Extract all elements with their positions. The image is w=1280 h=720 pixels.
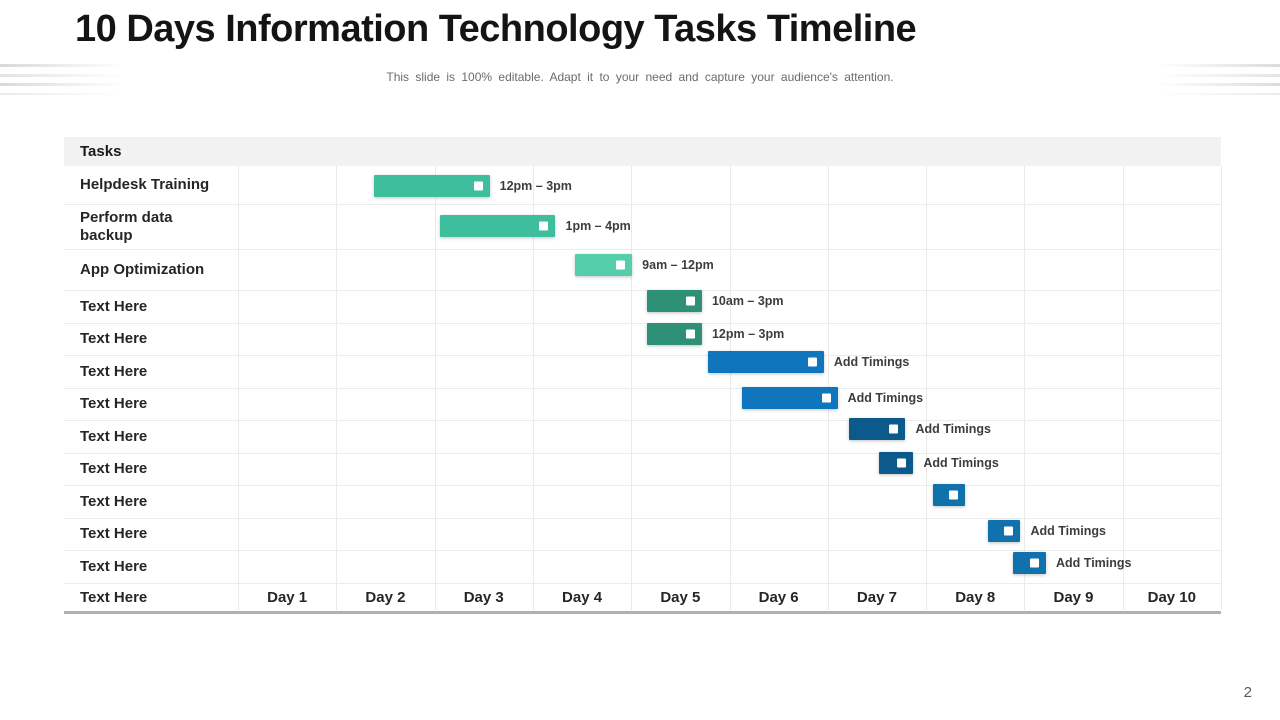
gantt-bar <box>1012 552 1047 575</box>
grid-line-vertical <box>1221 166 1222 610</box>
gantt-task-row: Text Here <box>64 389 1221 421</box>
task-label: Text Here <box>80 557 148 575</box>
task-label: Text Here <box>80 525 148 543</box>
axis-day-label: Day 9 <box>1053 588 1094 606</box>
axis-day-label: Day 10 <box>1147 588 1196 606</box>
axis-day-label: Day 3 <box>463 588 504 606</box>
slide-subtitle: This slide is 100% editable. Adapt it to… <box>386 70 894 84</box>
bar-time-label: Add Timings <box>833 355 910 370</box>
gantt-bar <box>878 451 914 474</box>
axis-day-label: Day 2 <box>365 588 406 606</box>
tasks-column-header: Tasks <box>80 143 122 160</box>
task-label: Text Here <box>80 427 148 445</box>
gantt-task-row: Text Here <box>64 519 1221 551</box>
axis-day-label: Day 6 <box>758 588 799 606</box>
gantt-bar <box>373 174 490 197</box>
gantt-header-row: Tasks <box>64 137 1221 166</box>
task-label: Text Here <box>80 330 148 348</box>
bar-end-marker-icon <box>539 221 549 230</box>
axis-day-label: Day 8 <box>955 588 996 606</box>
bar-end-marker-icon <box>473 181 483 190</box>
axis-day-label: Day 1 <box>267 588 308 606</box>
gantt-bar <box>988 519 1021 542</box>
task-label: Text Here <box>80 395 148 413</box>
slide-title: 10 Days Information Technology Tasks Tim… <box>75 8 917 50</box>
bar-end-marker-icon <box>1004 526 1014 536</box>
bar-end-marker-icon <box>889 424 899 434</box>
page-number: 2 <box>1243 684 1252 701</box>
task-label: Text Here <box>80 492 148 510</box>
gantt-task-row: Perform data backup <box>64 205 1221 250</box>
gantt-bar <box>646 290 702 313</box>
axis-day-label: Day 4 <box>562 588 603 606</box>
gantt-task-row: Text Here <box>64 486 1221 519</box>
gantt-bar <box>742 386 838 409</box>
bar-time-label: Add Timings <box>915 422 991 437</box>
bar-time-label: 10am – 3pm <box>711 294 784 309</box>
gantt-timeline: Tasks Helpdesk Training 12pm – 3pm Perform… <box>64 137 1222 614</box>
decorative-streaks-left <box>0 64 145 95</box>
gantt-task-row: Text Here <box>64 324 1221 356</box>
bar-end-marker-icon <box>821 393 831 403</box>
gantt-bar <box>707 351 824 374</box>
bar-end-marker-icon <box>1030 558 1040 568</box>
gantt-rows: Helpdesk Training 12pm – 3pm Perform data … <box>64 166 1221 584</box>
task-label: Text Here <box>80 460 148 478</box>
bar-time-label: Add Timings <box>847 390 924 405</box>
gantt-task-row: Text Here <box>64 454 1221 486</box>
bar-end-marker-icon <box>949 490 959 500</box>
bar-time-label: 12pm – 3pm <box>711 326 785 341</box>
gantt-bar <box>932 484 966 507</box>
bar-time-label: Add Timings <box>923 455 999 470</box>
gantt-bar <box>575 253 633 276</box>
gantt-bar <box>849 418 906 441</box>
decorative-streaks-right <box>1135 64 1280 95</box>
gantt-bar <box>646 322 702 345</box>
gantt-axis-row: Text Here Day 1 Day 2 Day 3 Day 4 Day 5 Day 6… <box>64 584 1221 614</box>
task-label: Helpdesk Training <box>80 176 210 193</box>
bar-end-marker-icon <box>685 296 695 306</box>
gantt-task-row: Text Here <box>64 291 1221 324</box>
gantt-task-row: App Optimization <box>64 250 1221 291</box>
axis-day-label: Day 5 <box>660 588 701 606</box>
gantt-task-row: Text Here <box>64 356 1221 389</box>
task-label: Text Here <box>80 297 148 315</box>
axis-day-label: Day 7 <box>856 588 897 606</box>
bar-time-label: 12pm – 3pm <box>499 178 572 193</box>
gantt-task-row: Text Here <box>64 551 1221 584</box>
bar-time-label: 9am – 12pm <box>642 257 714 272</box>
bar-end-marker-icon <box>807 357 817 367</box>
task-label: Text Here <box>80 362 148 380</box>
axis-row-label: Text Here <box>80 588 148 606</box>
task-label: App Optimization <box>80 261 205 278</box>
bar-time-label: Add Timings <box>1056 556 1132 571</box>
bar-end-marker-icon <box>897 458 907 468</box>
gantt-task-row: Text Here <box>64 421 1221 454</box>
bar-time-label: Add Timings <box>1030 523 1106 538</box>
gantt-task-row: Helpdesk Training <box>64 166 1221 205</box>
bar-end-marker-icon <box>616 260 626 269</box>
gantt-bar <box>439 214 556 237</box>
task-label: Perform data backup <box>80 209 173 244</box>
bar-time-label: 1pm – 4pm <box>565 218 631 233</box>
bar-end-marker-icon <box>685 329 695 339</box>
